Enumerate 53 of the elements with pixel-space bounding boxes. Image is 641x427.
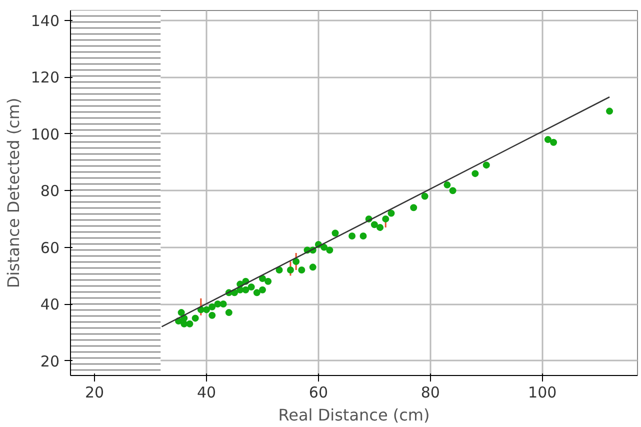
point: [276, 266, 283, 274]
y-tick-label: 40: [40, 296, 60, 314]
point: [292, 258, 300, 265]
point: [472, 170, 479, 178]
y-tick-label: 20: [40, 352, 60, 370]
y-tick-label: 120: [30, 68, 60, 87]
point: [606, 108, 614, 115]
point: [220, 300, 227, 308]
point: [258, 275, 266, 282]
point: [410, 204, 418, 212]
point: [248, 284, 255, 291]
point: [214, 300, 222, 308]
point: [550, 138, 558, 146]
point: [186, 320, 194, 328]
x-axis-title: Real Distance (cm): [278, 406, 430, 424]
point: [298, 266, 306, 274]
point: [208, 303, 216, 310]
y-tick-label: 140: [30, 12, 60, 30]
point: [253, 289, 260, 296]
point: [326, 246, 334, 254]
y-tick-label: 60: [40, 238, 60, 257]
point: [225, 309, 232, 316]
x-tick-label: 80: [420, 384, 440, 402]
point: [332, 230, 339, 237]
point: [264, 278, 272, 285]
point: [348, 232, 356, 240]
x-tick-label: 100: [528, 384, 557, 402]
point: [482, 162, 490, 169]
point: [421, 192, 428, 200]
point: [180, 320, 188, 328]
point: [178, 309, 185, 316]
point: [320, 244, 328, 251]
point: [376, 224, 384, 231]
y-axis-title: Distance Detected (cm): [4, 98, 23, 288]
x-tick-label: 20: [85, 384, 104, 402]
point: [258, 286, 266, 294]
point: [208, 312, 216, 319]
point: [286, 266, 294, 274]
point: [309, 264, 316, 271]
point: [203, 306, 210, 314]
point: [242, 286, 250, 294]
point: [544, 136, 552, 144]
x-tick-label: 60: [308, 384, 328, 402]
point: [449, 187, 456, 194]
point: [382, 215, 390, 222]
point: [360, 232, 367, 240]
y-tick-label: 100: [30, 125, 60, 144]
point: [388, 210, 395, 217]
point: [444, 181, 451, 188]
point: [192, 314, 199, 322]
point: [370, 221, 378, 228]
y-tick-label: 80: [40, 182, 60, 200]
x-tick-label: 40: [196, 384, 216, 402]
